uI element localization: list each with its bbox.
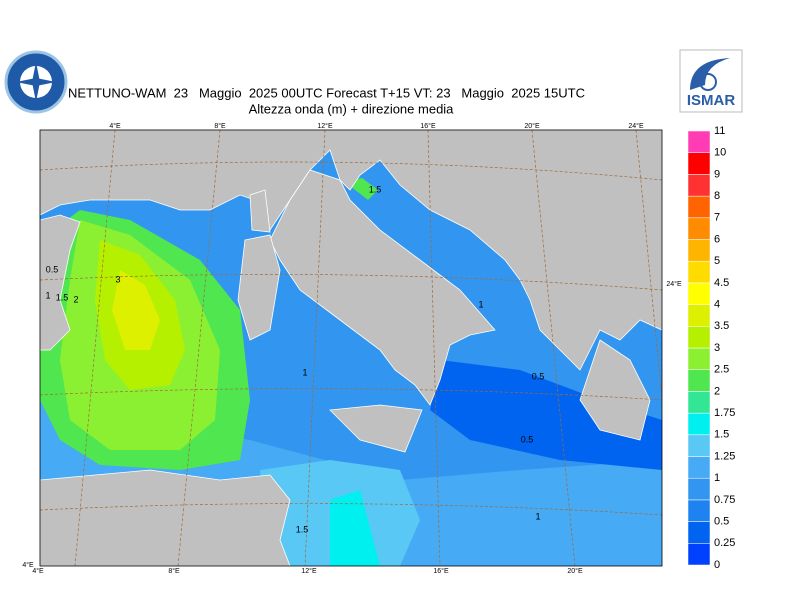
colorbar-label: 4.5 (714, 277, 729, 289)
colorbar-swatch (687, 434, 711, 457)
subtitle: Altezza onda (m) + direzione media (249, 101, 455, 116)
colorbar-label: 0.75 (714, 494, 735, 506)
colorbar-swatch (687, 195, 711, 219)
lon-label: 24°E (666, 280, 682, 288)
colorbar-label: 1.25 (714, 450, 735, 462)
lon-label: 4°E (22, 561, 34, 569)
colorbar-label: 1.5 (714, 429, 729, 441)
colorbar-label: 0.5 (714, 516, 729, 528)
contour-label: 1 (535, 511, 540, 521)
colorbar-label: 8 (714, 190, 720, 202)
lon-label: 4°E (32, 567, 44, 575)
contour-label: 0.5 (521, 434, 534, 444)
colorbar-label: 9 (714, 168, 720, 180)
colorbar-label: 11 (714, 125, 725, 137)
colorbar-swatch (687, 152, 711, 175)
contour-label: 1.5 (296, 524, 309, 534)
colorbar-swatch (687, 304, 711, 327)
map-frame (39, 129, 663, 567)
contour-label: 0.5 (532, 371, 545, 381)
contour-label: 0.5 (46, 264, 59, 274)
colorbar-label: 1.75 (714, 407, 735, 419)
contour-label: 3 (115, 274, 120, 284)
logo-right: ISMAR (679, 49, 743, 113)
colorbar-label: 2 (714, 385, 720, 397)
colorbar-label: 0.25 (714, 537, 735, 549)
colorbar-label: 10 (714, 147, 726, 159)
colorbar-swatch (687, 412, 711, 436)
lon-label: 12°E (317, 122, 333, 130)
colorbar-swatch (687, 369, 711, 392)
lon-label: 24°E (628, 122, 644, 130)
lon-labels: 4°E 8°E 12°E 16°E 20°E 24°E4°E 8°E 12°E 16°E 20°E… (22, 122, 682, 575)
colorbar-label: 6 (714, 233, 720, 245)
contour-label: 1 (478, 299, 483, 309)
colorbar-swatch (687, 499, 711, 522)
colorbar-swatch (687, 391, 711, 414)
contour-labels: 3 2 1.5 1 0.5 1.5 1 0.5 0.5 1 1.5 1 (45, 184, 544, 534)
lon-label: 20°E (524, 122, 540, 130)
lon-label: 8°E (168, 567, 180, 575)
colorbar-label: 0 (714, 559, 720, 571)
contour-label: 1.5 (56, 292, 69, 302)
colorbar-swatch (687, 326, 711, 349)
colorbar-label: 3 (714, 342, 720, 354)
contour-label: 1 (302, 367, 307, 377)
lon-label: 20°E (567, 567, 583, 575)
colorbar-label: 7 (714, 212, 720, 224)
colorbar-swatch (687, 239, 711, 262)
title: NETTUNO-WAM 23 Maggio 2025 00UTC Forecas… (68, 85, 585, 100)
lon-label: 12°E (301, 567, 317, 575)
contour-label: 1.5 (369, 184, 382, 194)
map (40, 130, 662, 566)
colorbar-swatch (687, 282, 711, 305)
colorbar-swatch (687, 130, 711, 153)
lon-label: 4°E (109, 122, 121, 130)
colorbar-swatch (687, 521, 711, 544)
colorbar-swatch (687, 217, 711, 240)
colorbar-swatch (687, 174, 711, 197)
logo-left (4, 50, 68, 114)
colorbar-label: 4 (714, 299, 720, 311)
colorbar: 0 0.25 0.5 0.75 1 1.25 1.5 1.75 2 2.5 3 3.5 4 4.5 5 6 7 8… (687, 125, 735, 571)
logo-text: ISMAR (687, 92, 736, 109)
colorbar-label: 2.5 (714, 364, 729, 376)
colorbar-swatch (687, 477, 711, 501)
colorbar-swatch (687, 543, 711, 566)
lon-label: 16°E (420, 122, 436, 130)
colorbar-swatch (687, 260, 711, 284)
lon-label: 8°E (214, 122, 226, 130)
contour-label: 2 (73, 294, 78, 304)
contour-label: 1 (45, 290, 50, 300)
colorbar-label: 5 (714, 255, 720, 267)
lon-label: 16°E (433, 567, 449, 575)
colorbar-swatch (687, 456, 711, 479)
colorbar-label: 3.5 (714, 320, 729, 332)
colorbar-swatch (687, 347, 711, 370)
colorbar-label: 1 (714, 472, 720, 484)
